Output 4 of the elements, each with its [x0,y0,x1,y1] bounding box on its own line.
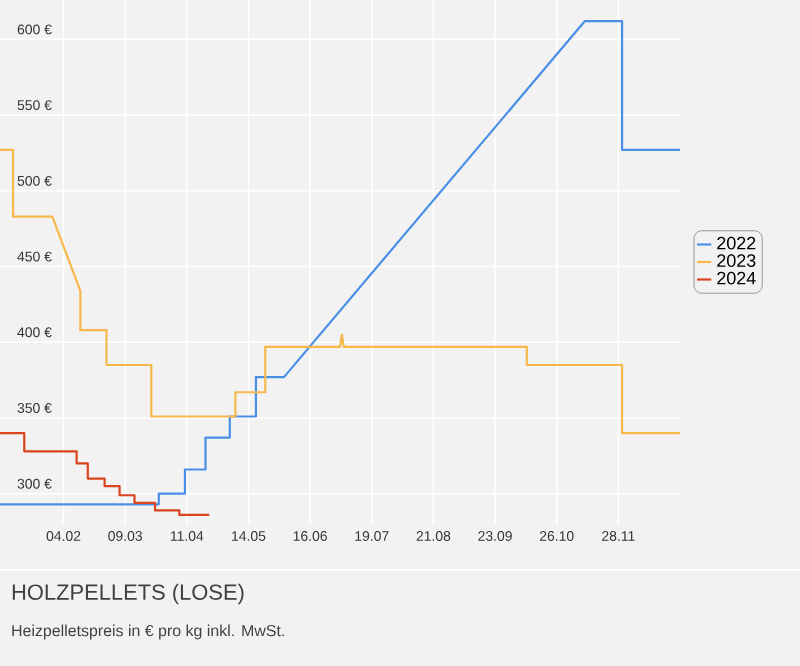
legend-label: 2022 [717,236,756,250]
text: HOLZPELLETS (LOSE) [12,583,244,605]
legend-label: 2023 [717,254,756,267]
legend-label: 2024 [717,271,756,285]
